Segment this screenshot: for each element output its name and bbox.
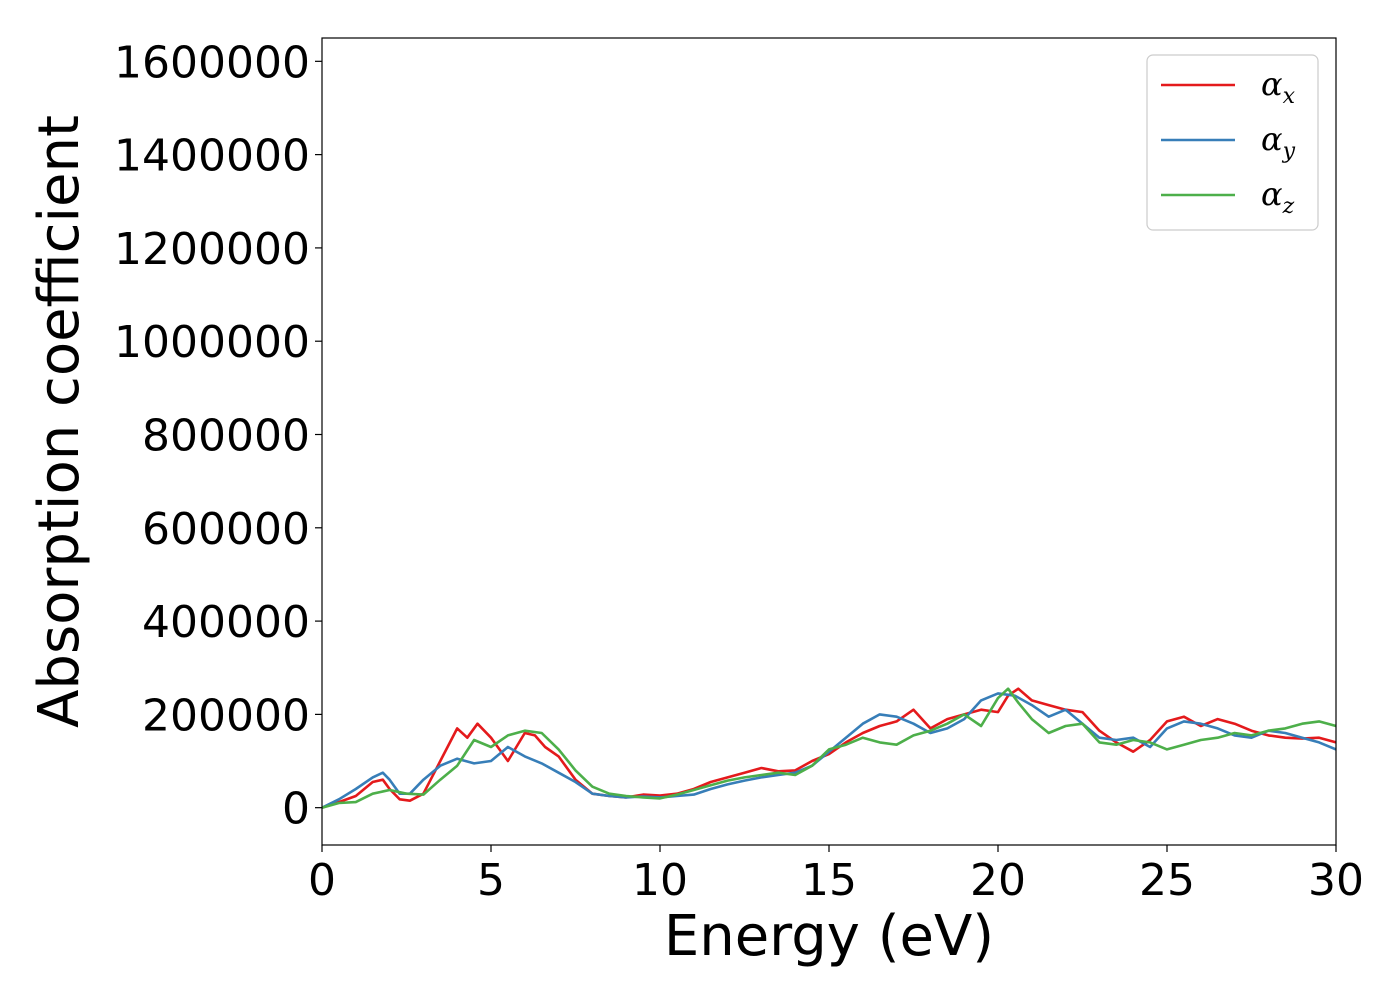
legend-label-z: αz xyxy=(1261,175,1295,219)
y-tick-label: 1400000 xyxy=(114,131,310,182)
legend-box xyxy=(1146,54,1319,231)
y-axis-label: Absorption coefficient xyxy=(27,115,92,728)
series-line-z xyxy=(322,687,1336,809)
tick-layer: 0 5 10 15 20 25 30 0 200000 400000 600000 800000 100… xyxy=(114,37,1364,906)
legend-label-x: αx xyxy=(1261,65,1296,109)
y-tick-label: 1600000 xyxy=(114,37,310,88)
y-tick-label: 200000 xyxy=(142,690,310,741)
y-tick-label: 1000000 xyxy=(114,317,310,368)
legend: αx αy αz xyxy=(1146,54,1319,231)
x-tick-label: 25 xyxy=(1139,855,1195,906)
y-tick-label: 600000 xyxy=(142,504,310,555)
y-tick-label: 0 xyxy=(282,784,310,835)
legend-label-y: αy xyxy=(1261,120,1296,164)
x-tick-label: 20 xyxy=(970,855,1026,906)
y-tick-label: 1200000 xyxy=(114,224,310,275)
x-axis-label: Energy (eV) xyxy=(664,904,994,969)
x-tick-label: 10 xyxy=(632,855,688,906)
x-tick-label: 30 xyxy=(1308,855,1364,906)
series-line-x xyxy=(322,687,1336,809)
y-tick-label: 400000 xyxy=(142,597,310,648)
x-tick-label: 5 xyxy=(477,855,505,906)
x-tick-label: 15 xyxy=(801,855,857,906)
x-tick-label: 0 xyxy=(308,855,336,906)
y-tick-label: 800000 xyxy=(142,411,310,462)
series-layer xyxy=(322,687,1336,809)
